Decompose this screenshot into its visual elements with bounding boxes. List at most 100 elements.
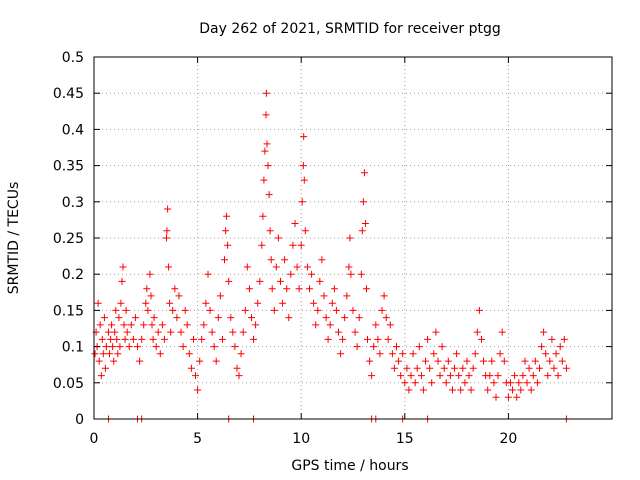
- data-point-SRMTID: [401, 379, 409, 387]
- data-point-SRMTID: [254, 299, 262, 307]
- data-point-SRMTID: [264, 162, 272, 170]
- data-point-SRMTID: [554, 372, 562, 380]
- data-point-SRMTID: [382, 314, 390, 322]
- data-point-SRMTID: [96, 321, 104, 329]
- data-point-SRMTID: [359, 198, 367, 206]
- data-point-SRMTID: [455, 372, 463, 380]
- data-point-SRMTID: [370, 343, 378, 351]
- data-point-SRMTID: [372, 321, 380, 329]
- data-point-SRMTID: [102, 343, 110, 351]
- data-point-SRMTID: [231, 343, 239, 351]
- data-point-SRMTID: [259, 212, 267, 220]
- data-point-SRMTID: [384, 335, 392, 343]
- data-point-SRMTID: [337, 350, 345, 358]
- data-point-SRMTID: [484, 386, 492, 394]
- data-point-SRMTID: [536, 364, 543, 372]
- data-point-SRMTID: [293, 263, 301, 271]
- data-point-SRMTID: [291, 220, 299, 227]
- data-point-SRMTID: [314, 306, 322, 314]
- data-point-SRMTID: [263, 140, 271, 148]
- data-point-SRMTID: [409, 350, 417, 358]
- data-point-SRMTID: [185, 350, 193, 358]
- data-point-SRMTID: [560, 335, 568, 343]
- y-tick-label: 0.15: [53, 303, 84, 319]
- data-point-SRMTID: [465, 372, 473, 380]
- data-point-SRMTID: [343, 292, 351, 300]
- data-point-SRMTID: [446, 372, 454, 380]
- data-point-SRMTID: [531, 357, 539, 365]
- data-point-SRMTID: [183, 321, 191, 329]
- data-point-SRMTID: [457, 386, 465, 394]
- data-point-SRMTID: [511, 372, 519, 380]
- data-point-SRMTID: [366, 357, 374, 365]
- data-point-SRMTID: [299, 162, 307, 170]
- data-point-SRMTID: [469, 364, 477, 372]
- data-point-SRMTID: [98, 335, 106, 343]
- data-point-SRMTID: [363, 285, 370, 293]
- data-point-SRMTID: [241, 306, 249, 314]
- data-point-SRMTID: [360, 169, 368, 177]
- data-point-SRMTID: [440, 364, 448, 372]
- chart-title: Day 262 of 2021, SRMTID for receiver ptg…: [199, 21, 501, 37]
- data-point-SRMTID: [256, 277, 264, 285]
- data-point-SRMTID: [150, 314, 158, 322]
- data-point-SRMTID: [544, 372, 552, 380]
- data-point-SRMTID: [413, 364, 421, 372]
- x-tick-label: 10: [292, 431, 310, 447]
- data-point-SRMTID: [142, 299, 150, 307]
- data-point-SRMTID: [154, 328, 162, 336]
- data-point-SRMTID: [243, 263, 251, 271]
- data-point-SRMTID: [434, 357, 442, 365]
- data-point-SRMTID: [397, 372, 405, 380]
- data-point-SRMTID: [221, 256, 228, 264]
- x-tick-label: 5: [193, 431, 202, 447]
- data-point-SRMTID: [358, 227, 366, 235]
- data-point-SRMTID: [417, 372, 425, 380]
- data-point-SRMTID: [298, 198, 306, 206]
- data-point-SRMTID: [419, 386, 427, 394]
- data-point-SRMTID: [116, 343, 124, 351]
- data-point-SRMTID: [478, 335, 485, 343]
- data-point-SRMTID: [436, 372, 444, 380]
- data-point-SRMTID: [388, 350, 396, 358]
- data-point-SRMTID: [424, 335, 432, 343]
- data-point-SRMTID: [248, 314, 255, 322]
- data-point-SRMTID: [181, 306, 189, 314]
- data-point-SRMTID: [208, 328, 216, 336]
- data-point-SRMTID: [177, 328, 185, 336]
- data-point-SRMTID: [129, 335, 137, 343]
- data-point-SRMTID: [262, 89, 270, 97]
- data-point-SRMTID: [216, 292, 224, 300]
- data-point-SRMTID: [212, 357, 220, 365]
- data-point-SRMTID: [492, 393, 500, 401]
- data-point-SRMTID: [252, 321, 260, 329]
- data-point-SRMTID: [320, 292, 328, 300]
- data-point-SRMTID: [486, 372, 494, 380]
- data-point-SRMTID: [411, 379, 419, 387]
- data-point-SRMTID: [471, 350, 479, 358]
- data-point-SRMTID: [341, 314, 349, 322]
- data-point-SRMTID: [261, 147, 269, 155]
- y-tick-label: 0.4: [62, 122, 84, 138]
- data-point-SRMTID: [163, 234, 170, 242]
- data-point-SRMTID: [224, 241, 232, 249]
- data-point-SRMTID: [438, 343, 446, 351]
- data-point-SRMTID: [110, 357, 118, 365]
- data-point-SRMTID: [99, 350, 107, 358]
- data-point-SRMTID: [200, 321, 208, 329]
- data-point-SRMTID: [192, 372, 199, 380]
- data-point-SRMTID: [548, 335, 556, 343]
- data-point-SRMTID: [239, 328, 247, 336]
- data-point-SRMTID: [444, 357, 452, 365]
- data-point-SRMTID: [227, 314, 235, 322]
- x-tick-label: 15: [396, 431, 414, 447]
- x-axis-title: GPS time / hours: [291, 458, 408, 474]
- data-point-SRMTID: [300, 133, 308, 141]
- data-point-SRMTID: [542, 350, 550, 358]
- data-point-SRMTID: [346, 234, 354, 242]
- data-point-SRMTID: [267, 256, 275, 264]
- data-point-SRMTID: [113, 335, 121, 343]
- data-point-SRMTID: [146, 270, 154, 278]
- data-point-SRMTID: [167, 328, 175, 336]
- data-point-SRMTID: [513, 393, 521, 401]
